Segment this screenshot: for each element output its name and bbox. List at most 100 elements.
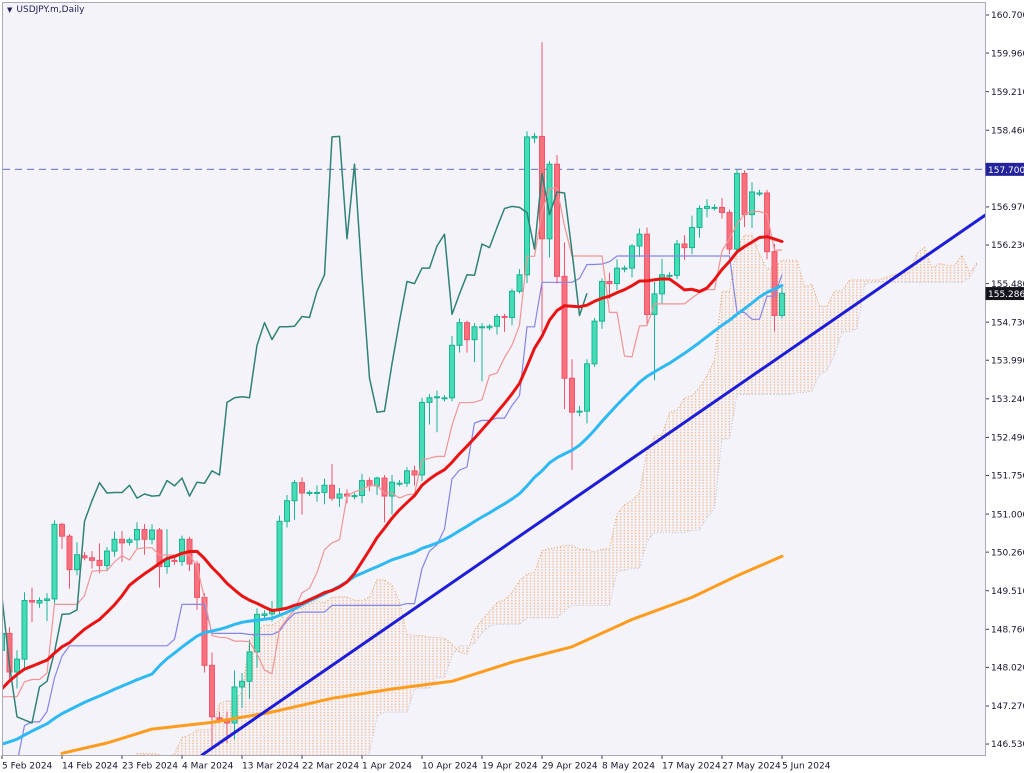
candle [441,395,448,402]
candle [66,534,73,589]
candle-body [584,363,590,412]
price-tick-label: 156.970 [991,203,1024,213]
candle-body [336,493,343,499]
date-tick-label: 8 May 2024 [602,762,655,772]
date-tick-label: 22 Mar 2024 [302,762,359,772]
date-tick-label: 27 May 2024 [722,762,781,772]
candle [494,313,500,335]
date-tick-label: 19 Apr 2024 [482,762,538,772]
price-tick-label: 156.230 [991,241,1024,251]
candle-body [306,491,313,494]
price-tick-label: 146.530 [991,740,1024,750]
resistance-price-badge: 157.700 [985,162,1024,176]
candle-body [434,396,440,399]
price-tick-label: 153.990 [991,356,1024,366]
candle [411,465,418,486]
candle [576,406,583,417]
trendline[interactable] [200,213,985,755]
symbol-label-text: USDJPY.m,Daily [16,5,85,15]
candle-body [299,482,305,494]
candle [36,597,43,608]
tenkan-sen-line [3,187,782,698]
plot-area[interactable] [2,2,986,756]
candle-body [426,397,433,403]
candle [104,546,110,572]
candle [471,323,478,363]
symbol-label[interactable]: ▼ USDJPY.m,Daily [7,5,84,15]
price-tick-label: 149.510 [991,587,1024,597]
candle [3,632,5,651]
candle-body [636,233,643,247]
candle-body [74,554,80,571]
price-tick-label: 151.000 [991,510,1024,520]
candle-body [689,226,695,249]
candle-body [381,477,388,497]
date-tick-label: 29 Apr 2024 [542,762,598,772]
candle-body [179,538,185,562]
candle [276,515,283,616]
candle [29,587,35,623]
candle-body [471,326,478,341]
price-tick-label: 148.020 [991,664,1024,674]
candle-body [89,557,95,561]
candle-body [104,550,110,567]
candle-body [96,559,103,567]
candle-body [554,163,560,277]
candle-body [6,632,13,673]
kijun-sen-line [18,255,783,755]
ma200-line [60,554,784,755]
candle-body [284,500,290,522]
candle [531,132,538,144]
price-tick-label: 153.240 [991,395,1024,405]
candle-body [59,523,65,537]
candle [231,670,238,740]
candle-body [494,315,500,327]
chikou-span-line [3,135,588,724]
time-scale[interactable]: 5 Feb 2024 14 Feb 2024 23 Feb 2024 4 Mar 20… [1,755,831,772]
candle-body [51,523,58,600]
candle [111,531,118,557]
price-scale[interactable]: 160.700 159.960 159.210 158.460 157.700 156.9… [985,11,1024,750]
date-tick-label: 4 Mar 2024 [182,762,234,772]
candle-body [419,401,425,476]
candle [621,265,628,273]
candle [479,323,485,382]
candle-body [524,136,530,276]
tenkan-sen [3,187,782,698]
candle-body [771,251,778,316]
candle-body [531,135,538,139]
chikou-span [3,135,588,724]
candle [501,313,508,332]
symbol-dropdown-icon[interactable]: ▼ [7,5,13,14]
candle [284,495,290,528]
candle [179,535,185,567]
price-tick-label: 159.210 [991,88,1024,98]
candle [74,542,80,576]
candle [779,287,785,319]
candle [674,239,680,279]
candle-body [711,206,718,209]
price-tick-label: 148.760 [991,626,1024,636]
ma50-line [3,284,784,746]
candle-body [576,410,583,413]
candle [614,259,620,291]
resistance-price-badge-label: 157.700 [988,166,1024,176]
candle [171,557,178,566]
candle [329,464,335,501]
candle [666,272,673,279]
candle-body [44,598,50,602]
candle-body [479,326,485,329]
candle [636,228,643,257]
candle-body [276,520,283,611]
candle-body [734,172,740,250]
date-tick-label: 10 Apr 2024 [422,762,478,772]
senkou-span-b-line [368,264,978,755]
candle [749,182,755,229]
candle [336,487,343,507]
candle-body [674,243,680,276]
date-tick-label: 17 May 2024 [662,762,721,772]
candle [119,531,125,562]
price-tick-label: 150.260 [991,548,1024,558]
